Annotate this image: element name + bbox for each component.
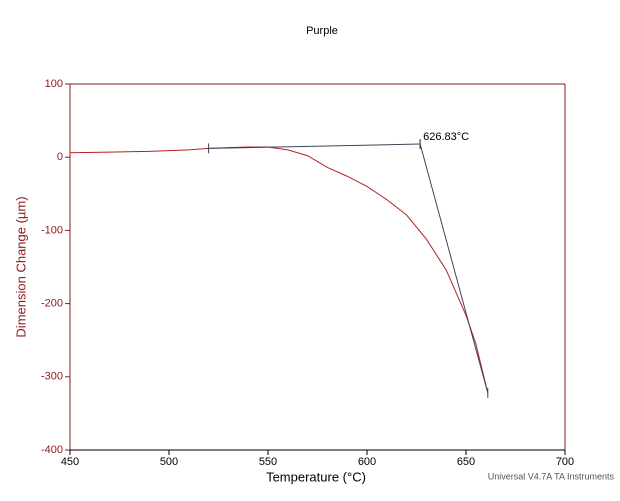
annotation-label: 626.83°C <box>423 131 469 143</box>
x-tick-label: 450 <box>61 456 79 468</box>
tangent-line <box>208 143 421 149</box>
x-axis-label: Temperature (°C) <box>266 469 366 484</box>
y-tick-label: 0 <box>57 151 63 163</box>
y-tick-label: -400 <box>41 444 63 456</box>
y-tick-label: 100 <box>45 78 63 90</box>
y-tick-label: -300 <box>41 371 63 383</box>
y-tick-label: -100 <box>41 224 63 236</box>
y-axis-label: Dimension Change (µm) <box>13 196 28 337</box>
x-tick-label: 700 <box>556 456 574 468</box>
x-tick-label: 550 <box>259 456 277 468</box>
x-tick-label: 600 <box>358 456 376 468</box>
y-tick-label: -200 <box>41 298 63 310</box>
footer: Universal V4.7A TA Instruments <box>488 471 615 481</box>
chart-title: Purple <box>306 25 338 37</box>
data-line <box>69 146 489 394</box>
x-tick-label: 650 <box>457 456 475 468</box>
tangent-line <box>419 143 489 394</box>
x-tick-label: 500 <box>160 456 178 468</box>
